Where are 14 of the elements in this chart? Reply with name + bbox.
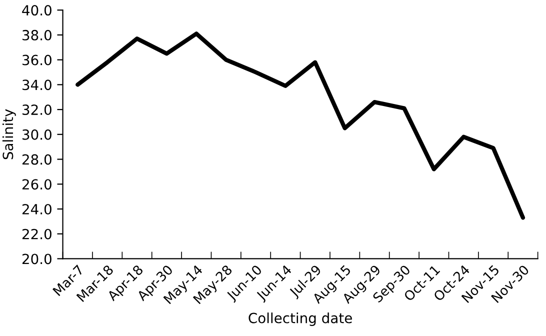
y-tick-label: 34.0 <box>22 80 52 90</box>
y-tick-label: 24.0 <box>22 204 52 214</box>
y-tick-label: 40.0 <box>22 5 52 16</box>
y-tick-label: 38.0 <box>22 30 52 40</box>
y-tick-label: 28.0 <box>22 154 52 165</box>
y-tick-label: 26.0 <box>22 179 52 190</box>
y-tick-label: 36.0 <box>22 54 52 66</box>
x-axis-title: Collecting date <box>248 312 352 326</box>
y-tick-label: 20.0 <box>22 254 52 264</box>
y-tick-label: 30.0 <box>22 129 52 140</box>
y-tick-label: 32.0 <box>22 104 52 116</box>
y-tick-label: 22.0 <box>22 228 52 240</box>
line-series <box>76 32 526 220</box>
y-axis-title: Salinity <box>2 109 16 160</box>
